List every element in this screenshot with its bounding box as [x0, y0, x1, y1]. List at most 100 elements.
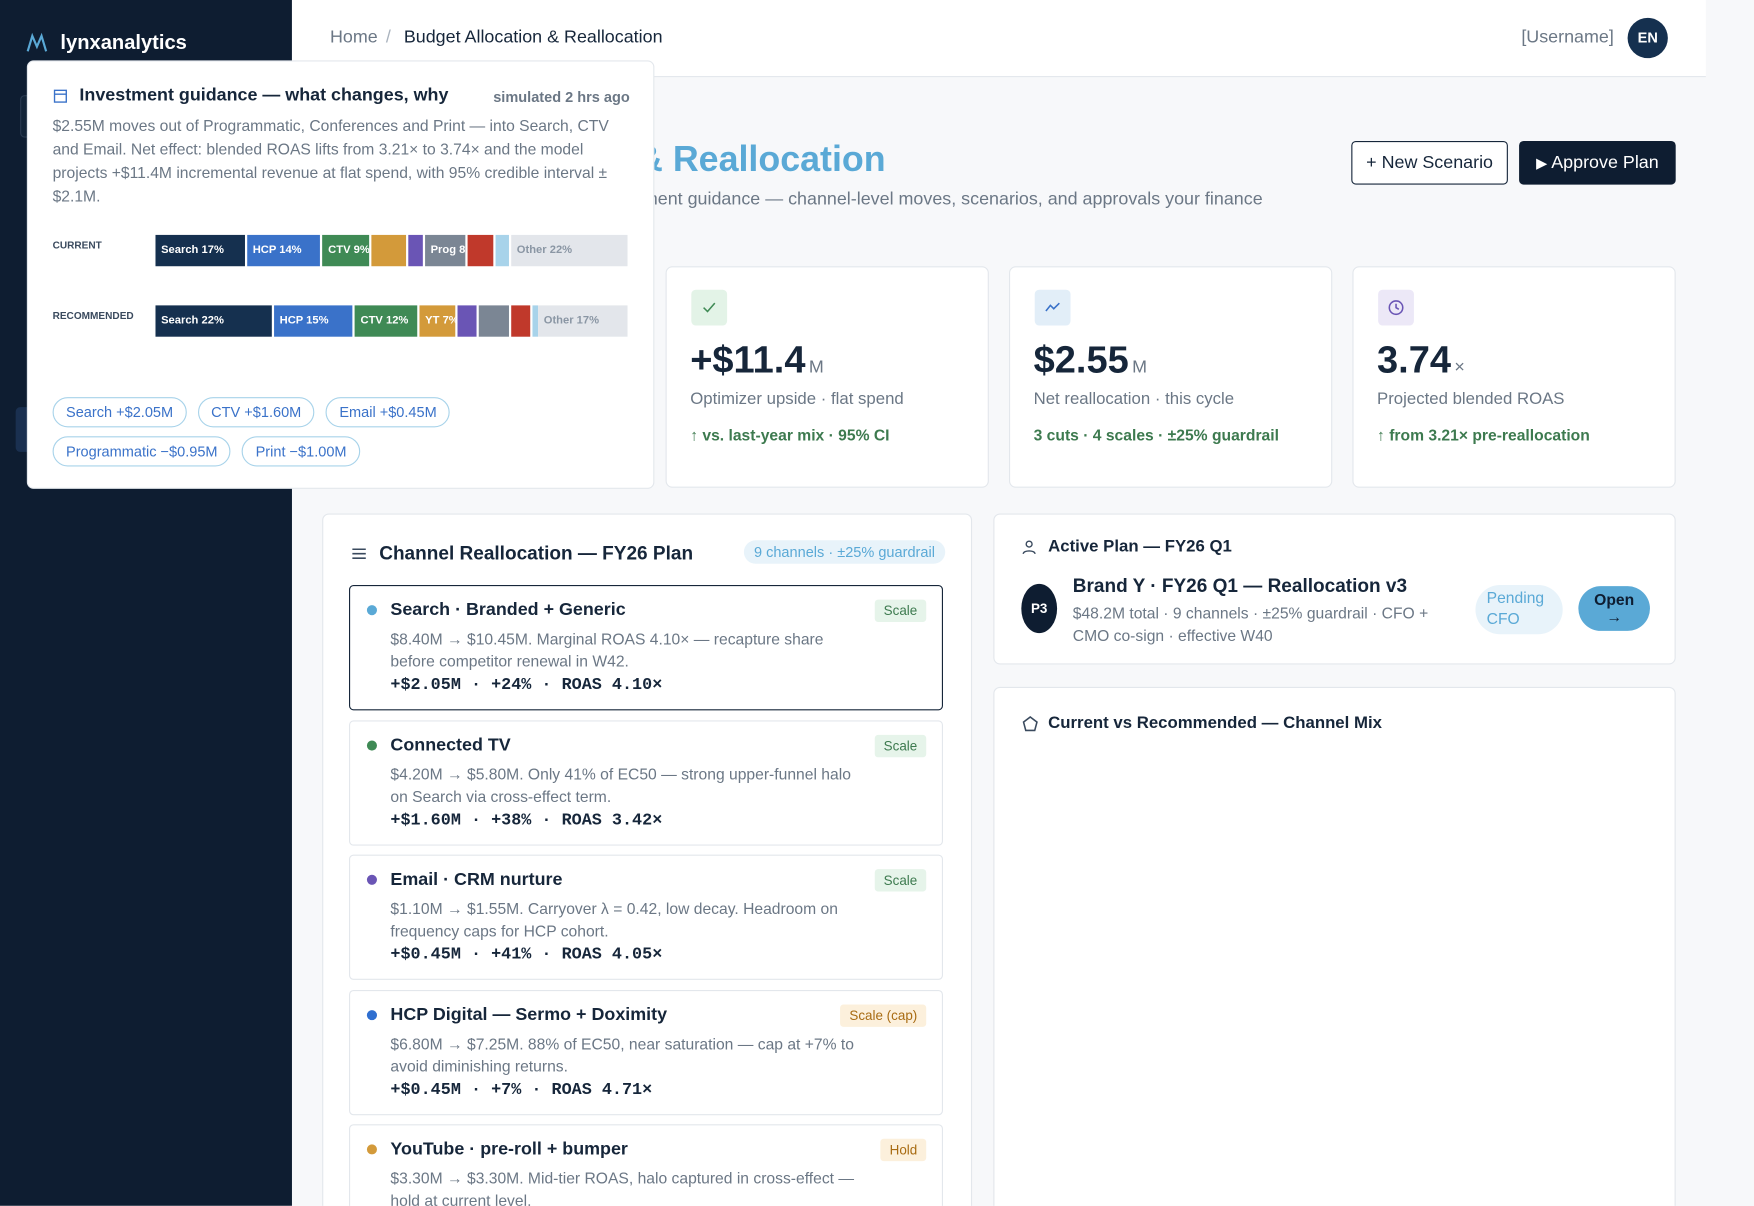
channel-dot [366, 874, 377, 885]
username: [Username] [1521, 27, 1614, 47]
mix-segment: Prog 8% [424, 234, 466, 267]
kpi-label: Optimizer upside · flat spend [690, 389, 904, 409]
kpi-value: 3.74 × [1377, 339, 1465, 383]
channel-tag: Scale (cap) [840, 1004, 927, 1027]
channel-desc: $6.80M → $7.25M. 88% of EC50, near satur… [390, 1034, 854, 1075]
mix-segment: Other 17% [538, 305, 628, 337]
mix-segment: CTV 9% [322, 234, 369, 267]
channel-desc: $3.30M → $3.30M. Mid-tier ROAS, halo cap… [390, 1168, 855, 1206]
mix-row-label: CURRENT [52, 239, 102, 251]
chip: Programmatic −$0.95M [52, 436, 231, 467]
title-accent: & Reallocation [637, 138, 886, 179]
channel-tag: Scale [874, 599, 927, 622]
new-scenario-button[interactable]: + New Scenario [1351, 140, 1508, 185]
channel-item[interactable]: HCP Digital — Sermo + Doximity Scale (cap… [349, 989, 943, 1116]
icon [1021, 715, 1039, 733]
kpi-unit: × [1454, 357, 1465, 377]
channel-name: Search · Branded + Generic [390, 600, 626, 620]
channel-desc: $8.40M → $10.45M. Marginal ROAS 4.10× — … [390, 629, 824, 671]
mix-row-label: RECOMMENDED [52, 309, 134, 322]
mix-panel-title: Current vs Recommended — Channel Mix [1048, 713, 1382, 733]
kpi-unit: M [1132, 357, 1148, 377]
channel-name: HCP Digital — Sermo + Doximity [390, 1005, 668, 1025]
brand: lynxanalytics [60, 31, 187, 54]
kpi-note: ↑ vs. last-year mix · 95% CI [690, 426, 890, 445]
channel-item[interactable]: YouTube · pre-roll + bumper Hold $3.30M → … [349, 1124, 943, 1206]
plan-avatar: P3 [1021, 583, 1058, 634]
approve-label: Approve Plan [1551, 153, 1659, 173]
channel-name: Email · CRM nurture [390, 870, 563, 890]
kpi-value: +$11.4 M [690, 339, 824, 383]
mix-segment [478, 305, 509, 337]
kpi-card card: 3.74 × Projected blended ROAS ↑ from 3.21× … [1352, 266, 1676, 488]
chip: Print −$1.00M [242, 436, 360, 467]
approve-button[interactable]: ▶ Approve Plan [1519, 140, 1676, 185]
channel-item[interactable]: Search · Branded + Generic Scale $8.40M → … [349, 585, 943, 711]
mix-segment [457, 305, 477, 337]
plan-open-button[interactable]: Open → [1578, 586, 1650, 631]
channel-name: Connected TV [390, 736, 511, 756]
mix-panel: Current vs Recommended — Channel Mix [993, 686, 1676, 1206]
plan-name: Brand Y · FY26 Q1 — Reallocation v3 [1072, 574, 1408, 597]
guidance-title: Investment guidance — what changes, why [79, 86, 449, 106]
chips: Search +$2.05M CTV +$1.60M Email +$0.45M Pr… [52, 397, 635, 467]
mix-segment [408, 234, 423, 267]
icon [1021, 539, 1037, 555]
kpi-number: +$11.4 [690, 338, 806, 382]
mix-segment [495, 234, 509, 267]
icon [1034, 289, 1071, 326]
plan-status: Pending CFO [1475, 585, 1563, 635]
mix-segment: HCP 15% [274, 305, 353, 337]
kpi-label: Projected blended ROAS [1377, 389, 1565, 409]
guidance-card: Investment guidance — what changes, why s… [26, 60, 655, 489]
mix-segment: CTV 12% [354, 305, 418, 337]
mix-segment [532, 305, 539, 337]
channel-desc: $4.20M → $5.80M. Only 41% of EC50 — stro… [390, 765, 851, 806]
icon [25, 31, 50, 56]
channel-item[interactable]: Email · CRM nurture Scale $1.10M → $1.55M.… [349, 854, 943, 980]
avatar[interactable]: EN [1627, 17, 1668, 59]
mix-segment [511, 305, 531, 337]
channel-desc: $1.10M → $1.55M. Carryover λ = 0.42, low… [390, 899, 838, 940]
kpi-unit: M [808, 357, 824, 377]
channel-metrics: +$0.45M · +7% · ROAS 4.71× [390, 1080, 653, 1100]
channel-tag: Scale [874, 869, 927, 892]
breadcrumb-sep: / [385, 27, 391, 47]
channel-dot [366, 605, 377, 616]
kpi-note: 3 cuts · 4 scales · ±25% guardrail [1033, 426, 1279, 445]
kpi-card card: $2.55 M Net reallocation · this cycle 3 cut… [1008, 266, 1333, 488]
channel-name: YouTube · pre-roll + bumper [390, 1139, 628, 1159]
icon [1378, 289, 1414, 326]
channel-badge: 9 channels · ±25% guardrail [743, 540, 946, 564]
channel-dot [366, 740, 377, 751]
mix-segment: Search 17% [155, 234, 245, 267]
icon [53, 88, 69, 104]
channel-panel: Channel Reallocation — FY26 Plan 9 channe… [322, 513, 973, 1206]
mix-segment [371, 234, 407, 267]
channel-item[interactable]: Connected TV Scale $4.20M → $5.80M. Only 4… [349, 720, 943, 846]
chip: Search +$2.05M [52, 397, 187, 428]
chip: Email +$0.45M [325, 397, 451, 428]
kpi-label: Net reallocation · this cycle [1033, 389, 1235, 409]
channel-metrics: +$2.05M · +24% · ROAS 4.10× [390, 675, 663, 695]
breadcrumb-home[interactable]: Home [329, 27, 378, 47]
guidance-timestamp: simulated 2 hrs ago [493, 88, 630, 106]
channel-metrics: +$0.45M · +41% · ROAS 4.05× [390, 945, 663, 965]
channel-dot [366, 1010, 377, 1021]
mix-segment: Search 22% [155, 305, 272, 337]
kpi-number: 3.74 [1377, 338, 1452, 382]
icon [691, 289, 728, 326]
mix-segment: HCP 14% [247, 234, 321, 267]
mix-segment: YT 7% [419, 305, 456, 337]
kpi-number: $2.55 [1033, 338, 1129, 382]
active-plan-card: Active Plan — FY26 Q1 P3 Brand Y · FY26 Q1… [993, 513, 1676, 665]
chip: CTV +$1.60M [197, 397, 315, 428]
active-plan-title: Active Plan — FY26 Q1 [1048, 536, 1232, 556]
icon [350, 545, 368, 563]
channel-dot [366, 1144, 377, 1155]
guidance-desc: $2.55M moves out of Programmatic, Confer… [52, 116, 609, 205]
plan-meta: $48.2M total · 9 channels · ±25% guardra… [1072, 604, 1429, 645]
breadcrumb-current: Budget Allocation & Reallocation [403, 27, 663, 47]
